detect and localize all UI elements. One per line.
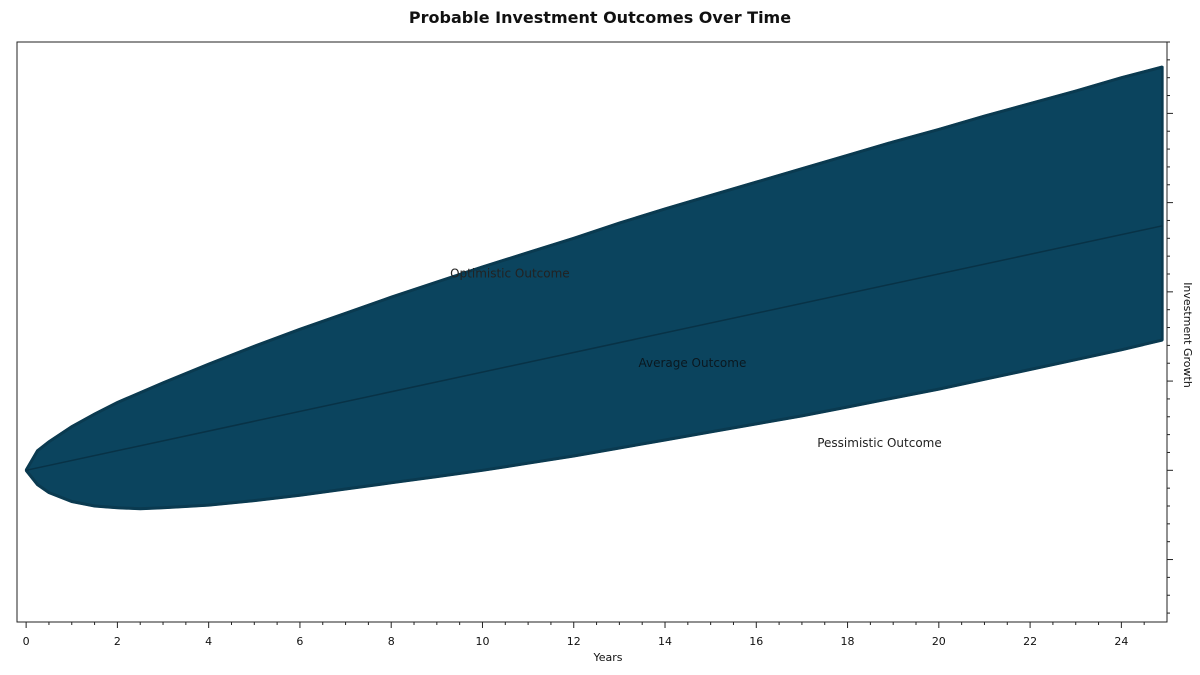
x-tick-label-24: 24 bbox=[1114, 635, 1128, 648]
plot-frame bbox=[16, 41, 1168, 623]
x-tick-label-10: 10 bbox=[475, 635, 489, 648]
annotation-pessimistic-outcome: Pessimistic Outcome bbox=[817, 436, 942, 450]
x-axis: 0 2 4 6 8 10 12 14 16 18 20 22 24 bbox=[23, 622, 1145, 648]
outcome-band-layer bbox=[24, 65, 1164, 510]
x-axis-title: Years bbox=[592, 651, 622, 664]
y-axis-title: Investment Growth bbox=[1181, 282, 1194, 388]
annotation-average-outcome: Average Outcome bbox=[638, 356, 746, 370]
x-tick-label-0: 0 bbox=[23, 635, 30, 648]
chart-title: Probable Investment Outcomes Over Time bbox=[408, 8, 792, 27]
average-outcome-line bbox=[25, 225, 1163, 472]
outcome-range-band bbox=[24, 65, 1164, 510]
x-tick-label-16: 16 bbox=[749, 635, 763, 648]
line-layer bbox=[24, 65, 1163, 511]
optimistic-outcome-line bbox=[24, 65, 1163, 472]
annotation-optimistic-outcome: Optimistic Outcome bbox=[450, 267, 570, 281]
x-tick-label-22: 22 bbox=[1023, 635, 1037, 648]
pessimistic-outcome-line bbox=[24, 338, 1163, 511]
annotation-layer: Optimistic Outcome Average Outcome Pessimi… bbox=[450, 267, 942, 451]
x-tick-label-4: 4 bbox=[205, 635, 212, 648]
x-tick-label-12: 12 bbox=[567, 635, 581, 648]
x-tick-label-18: 18 bbox=[841, 635, 855, 648]
x-tick-label-14: 14 bbox=[658, 635, 672, 648]
y-axis bbox=[1167, 41, 1173, 614]
x-tick-label-20: 20 bbox=[932, 635, 946, 648]
x-tick-label-2: 2 bbox=[114, 635, 121, 648]
x-tick-label-8: 8 bbox=[388, 635, 395, 648]
x-tick-label-6: 6 bbox=[296, 635, 303, 648]
